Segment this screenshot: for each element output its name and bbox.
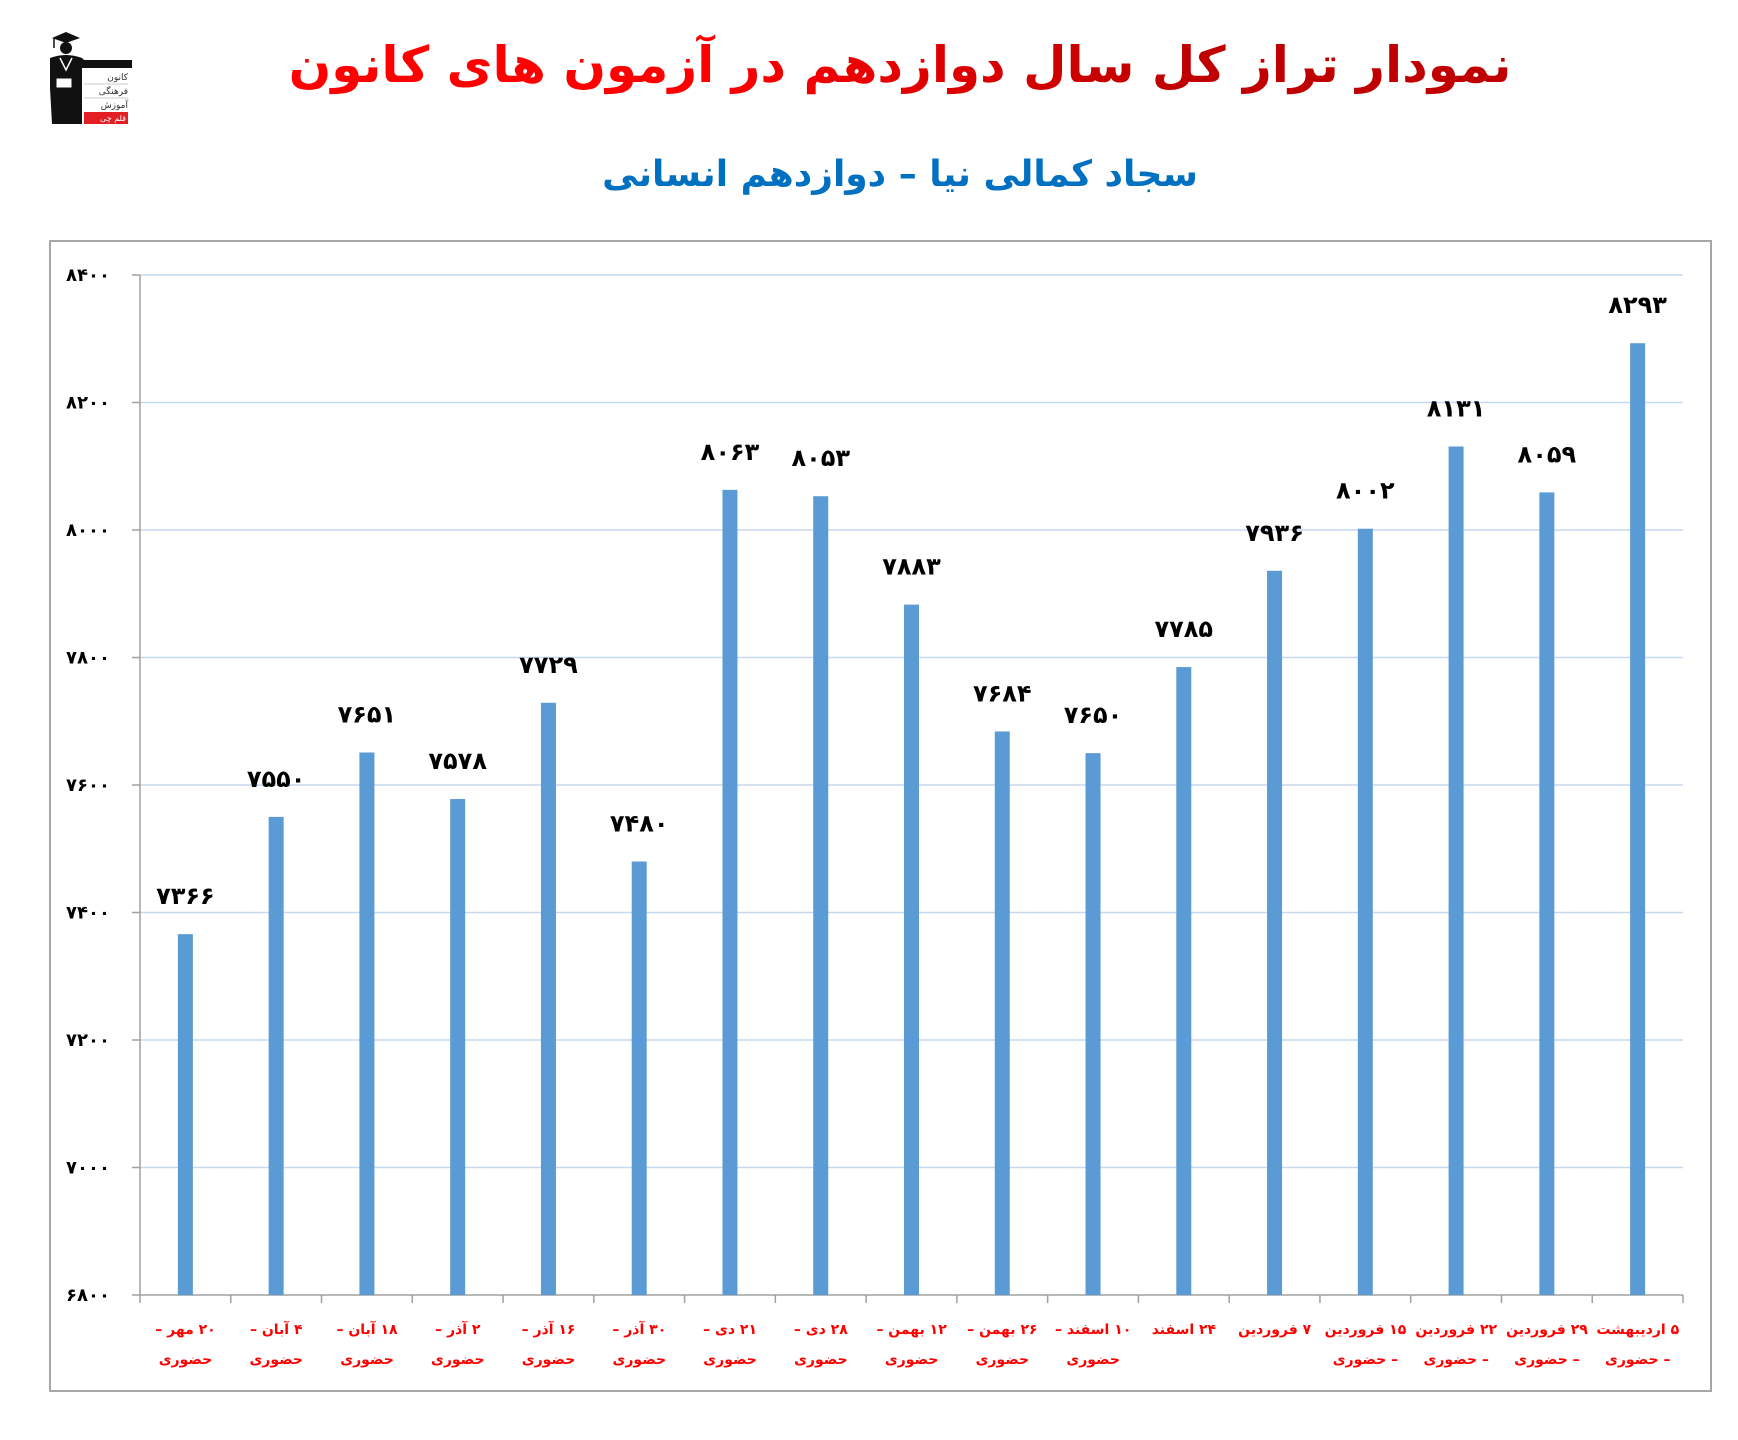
y-tick-label: ۸۲۰۰ xyxy=(66,393,110,414)
y-tick-label: ۷۲۰۰ xyxy=(66,1030,110,1051)
x-category-label: ۱۵ فروردین – حضوری xyxy=(1324,1322,1407,1368)
chart-subtitle: سجاد کمالی نیا – دوازدهم انسانی xyxy=(602,154,1198,195)
data-label: ۷۳۶۶ xyxy=(156,882,215,910)
data-label: ۷۹۳۶ xyxy=(1245,519,1304,547)
logo-line-4: قلم چی xyxy=(100,114,126,123)
graduate-figure-icon: کانون فرهنگی آموزش قلم چی xyxy=(50,32,132,124)
x-category-label: ۵ اردیبهشت – حضوری xyxy=(1596,1322,1680,1368)
data-label: ۷۵۵۰ xyxy=(247,765,306,793)
x-category-label: ۲۰ مهر – حضوری xyxy=(155,1322,216,1368)
data-label: ۸۰۵۹ xyxy=(1518,440,1577,468)
x-category-label: ۲۱ دی – حضوری xyxy=(703,1322,757,1368)
bar xyxy=(1176,667,1192,1295)
data-label: ۷۷۲۹ xyxy=(519,651,578,679)
y-tick-label: ۸۴۰۰ xyxy=(66,265,110,286)
x-category-label: ۲۲ فروردین – حضوری xyxy=(1415,1322,1498,1368)
x-category-label: ۳۰ آذر – حضوری xyxy=(612,1322,667,1368)
kanoon-logo: کانون فرهنگی آموزش قلم چی xyxy=(44,28,134,128)
x-category-label: ۱۸ آبان – حضوری xyxy=(336,1322,398,1368)
bar xyxy=(813,496,829,1295)
chart-title: نمودار تراز کل سال دوازدهم در آزمون های … xyxy=(240,30,1560,100)
bar xyxy=(1539,492,1555,1295)
bar xyxy=(904,604,919,1295)
bar xyxy=(1267,570,1283,1295)
x-category-label: ۲۴ اسفند xyxy=(1151,1322,1217,1338)
bar xyxy=(177,934,193,1295)
bar xyxy=(1085,753,1101,1295)
x-category-label: ۱۲ بهمن – حضوری xyxy=(876,1322,947,1368)
y-tick-label: ۷۴۰۰ xyxy=(66,903,110,924)
data-label: ۷۶۸۴ xyxy=(973,679,1032,707)
data-label: ۸۲۹۳ xyxy=(1608,291,1667,319)
x-category-label: ۲۶ بهمن – حضوری xyxy=(967,1322,1038,1368)
x-category-label: ۲۸ دی – حضوری xyxy=(793,1322,848,1368)
y-tick-label: ۶۸۰۰ xyxy=(66,1285,110,1306)
y-axis-labels: ۶۸۰۰ ۷۰۰۰ ۷۲۰۰ ۷۴۰۰ ۷۶۰۰ ۷۸۰۰ ۸۰۰۰ ۸۲۰۰ ۸۴۰۰ xyxy=(66,265,110,1306)
bar xyxy=(359,752,375,1295)
y-tick-label: ۷۰۰۰ xyxy=(66,1158,110,1179)
bar xyxy=(540,702,556,1295)
logo-line-2: فرهنگی xyxy=(99,85,128,97)
chart-frame xyxy=(49,240,1712,1392)
data-label: ۷۵۷۸ xyxy=(428,747,487,775)
x-category-label: ۷ فروردین xyxy=(1238,1322,1312,1338)
bar xyxy=(450,799,466,1295)
x-category-label: ۲ آذر – حضوری xyxy=(431,1322,485,1368)
x-category-label: ۱۰ اسفند – حضوری xyxy=(1054,1322,1132,1368)
bar xyxy=(1357,528,1373,1295)
data-label: ۷۷۸۵ xyxy=(1154,615,1213,643)
x-category-label: ۲۹ فروردین – حضوری xyxy=(1506,1322,1588,1368)
data-label: ۸۰۶۳ xyxy=(701,438,760,466)
y-tick-label: ۷۶۰۰ xyxy=(66,775,110,796)
data-label: ۸۱۳۱ xyxy=(1427,394,1486,422)
x-category-label: ۴ آبان – حضوری xyxy=(249,1322,304,1368)
bar xyxy=(1448,446,1464,1295)
bar xyxy=(268,816,284,1295)
bar xyxy=(722,489,738,1295)
data-label: ۷۶۵۱ xyxy=(338,700,397,728)
logo-line-1: کانون xyxy=(107,73,129,83)
bars xyxy=(177,343,1646,1295)
data-label: ۷۶۵۰ xyxy=(1064,701,1123,729)
data-labels: ۷۳۶۶ ۷۵۵۰ ۷۶۵۱ ۷۵۷۸ ۷۷۲۹ ۷۴۸۰ ۸۰۶۳ ۸۰۵۳ ۷۸۸۳ ۷۶۸۴… xyxy=(156,291,1667,910)
y-tick-label: ۷۸۰۰ xyxy=(66,648,110,669)
data-label: ۷۴۸۰ xyxy=(610,810,669,838)
data-label: ۸۰۰۲ xyxy=(1336,477,1395,505)
bar xyxy=(1630,343,1646,1295)
data-label: ۸۰۵۳ xyxy=(791,444,850,472)
logo-line-3: آموزش xyxy=(101,99,129,111)
bar xyxy=(994,731,1010,1295)
bar xyxy=(631,861,647,1295)
data-label: ۷۸۸۳ xyxy=(882,553,941,581)
y-tick-label: ۸۰۰۰ xyxy=(66,520,110,541)
x-category-label: ۱۶ آذر – حضوری xyxy=(521,1322,576,1368)
